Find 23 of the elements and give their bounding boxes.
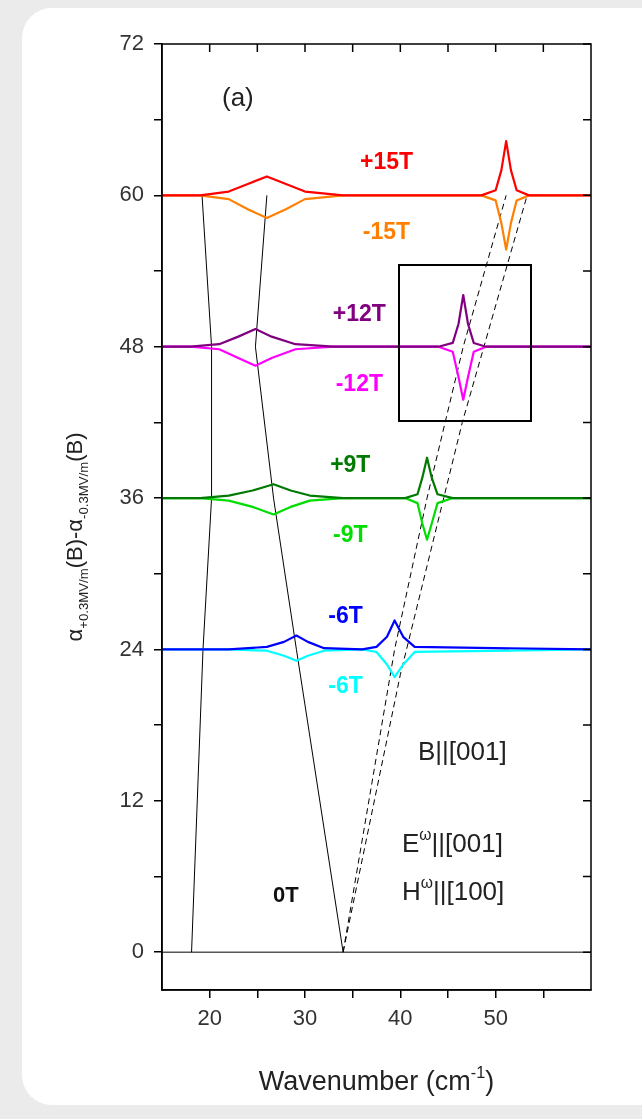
series-label: -12T [335, 369, 383, 396]
series-label: +15T [359, 148, 414, 175]
series-label: +9T [330, 451, 371, 478]
y-axis-title: α+0.3MV/m(B)-α-0.3MV/m(B) [62, 432, 91, 642]
x-tick-label: 30 [292, 1005, 318, 1031]
x-tick-label: 20 [197, 1005, 222, 1031]
annotation: B||[001] [418, 736, 507, 766]
x-tick-label: 40 [388, 1005, 413, 1031]
x-tick-label: 50 [483, 1005, 508, 1031]
series-label: -15T [362, 218, 411, 245]
y-tick-label: 72 [119, 30, 144, 56]
y-tick-label: 12 [119, 786, 144, 812]
y-tick-label: 0 [131, 938, 144, 964]
series-label: -6T [328, 672, 363, 699]
series-label: +12T [332, 299, 386, 326]
series-label: -9T [333, 521, 368, 548]
y-tick-label: 36 [119, 484, 144, 510]
series-label: -6T [328, 602, 363, 629]
y-tick-label: 60 [119, 181, 144, 207]
annotation: (a) [222, 82, 254, 112]
y-tick-label: 24 [119, 635, 144, 661]
y-tick-label: 48 [119, 332, 144, 358]
annotation: 0T [273, 882, 300, 908]
